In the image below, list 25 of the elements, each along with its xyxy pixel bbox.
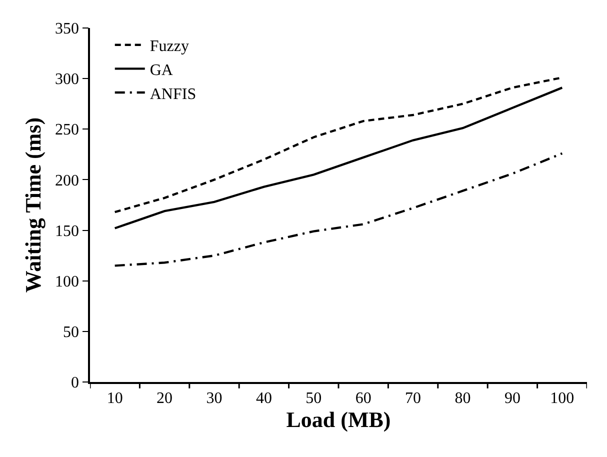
y-tick-label: 50 [63, 324, 80, 342]
y-tick-label: 0 [71, 374, 80, 392]
y-tick-label: 100 [55, 273, 80, 290]
y-tick-label: 300 [55, 71, 80, 88]
y-tick-label: 150 [55, 222, 80, 240]
x-tick-label: 40 [256, 390, 272, 407]
line-series [114, 152, 564, 267]
legend-label: ANFIS [150, 86, 196, 103]
y-tick-label: 200 [55, 172, 80, 190]
x-axis-title: Load (MB) [286, 406, 391, 432]
y-tick-label: 350 [55, 20, 80, 38]
x-tick-label: 70 [405, 390, 422, 407]
x-tick-label: 90 [504, 390, 520, 407]
legend-label: Fuzzy [150, 38, 189, 56]
legend-label: GA [150, 62, 174, 79]
x-tick-label: 80 [454, 390, 471, 407]
x-tick-label: 100 [550, 390, 574, 407]
y-axis-title: Waiting Time (ms) [20, 117, 46, 293]
line-series [114, 86, 564, 230]
y-tick-label: 250 [55, 122, 80, 139]
x-tick-label: 30 [206, 390, 222, 407]
x-tick-label: 50 [306, 390, 322, 407]
x-tick-label: 20 [156, 390, 173, 407]
x-tick-label: 60 [355, 390, 372, 407]
x-tick-label: 10 [106, 390, 123, 407]
